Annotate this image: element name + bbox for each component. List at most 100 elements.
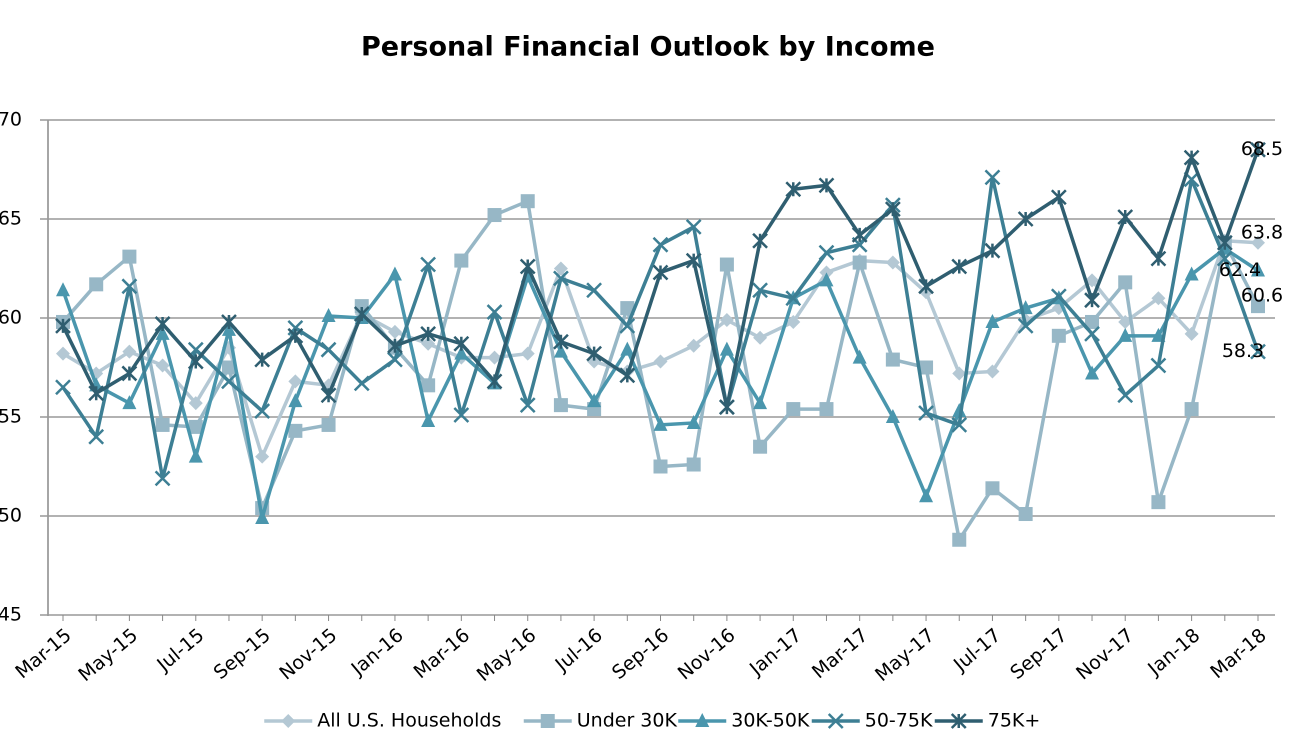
- marker: [221, 314, 237, 330]
- marker: [818, 244, 835, 261]
- marker: [121, 278, 138, 295]
- marker: [586, 345, 602, 362]
- marker: [919, 360, 934, 375]
- marker: [1018, 507, 1033, 522]
- marker: [55, 379, 71, 396]
- chart-title: Personal Financial Outlook by Income: [361, 32, 935, 63]
- data-label: 63.8: [1241, 221, 1283, 243]
- marker: [287, 327, 304, 344]
- marker: [421, 336, 436, 351]
- marker-stroke: [121, 365, 138, 382]
- marker: [1117, 387, 1134, 404]
- marker-stroke: [88, 428, 105, 445]
- marker: [885, 409, 900, 423]
- marker: [985, 313, 1000, 328]
- marker: [851, 226, 868, 243]
- marker: [752, 282, 768, 299]
- marker: [1118, 275, 1133, 290]
- marker-stroke: [420, 256, 437, 273]
- marker: [188, 419, 203, 434]
- marker: [984, 242, 1001, 259]
- marker: [453, 335, 470, 352]
- marker: [1118, 314, 1133, 329]
- marker: [453, 407, 470, 423]
- marker: [122, 249, 137, 264]
- x-tick-label: May-15: [74, 624, 142, 686]
- marker: [619, 367, 636, 384]
- marker: [520, 194, 535, 209]
- marker: [719, 312, 734, 327]
- marker: [221, 373, 237, 390]
- marker-stroke: [486, 304, 503, 320]
- marker: [653, 459, 668, 474]
- marker: [620, 301, 635, 316]
- y-tick-label: 45: [0, 604, 22, 626]
- marker: [1150, 250, 1167, 267]
- marker: [486, 373, 503, 390]
- marker-stroke: [586, 345, 602, 362]
- marker: [719, 341, 734, 356]
- marker: [487, 350, 502, 365]
- marker: [122, 344, 137, 359]
- marker: [188, 396, 203, 411]
- marker-stroke: [1017, 318, 1034, 334]
- marker: [122, 395, 137, 410]
- marker: [553, 343, 568, 358]
- marker-stroke: [88, 385, 105, 402]
- marker: [321, 308, 336, 323]
- marker: [753, 330, 768, 345]
- x-tick-label: Nov-16: [674, 624, 740, 684]
- marker: [1150, 357, 1167, 374]
- marker-stroke: [553, 333, 569, 350]
- marker-stroke: [984, 242, 1001, 259]
- marker: [918, 405, 934, 421]
- marker: [1085, 314, 1100, 329]
- marker-stroke: [951, 258, 968, 275]
- marker: [685, 219, 702, 235]
- marker: [421, 412, 436, 427]
- marker: [719, 257, 734, 272]
- x-tick-label: Sep-15: [210, 624, 275, 684]
- marker: [520, 346, 535, 361]
- marker: [1050, 189, 1067, 206]
- marker-stroke: [1250, 141, 1266, 158]
- marker-stroke: [154, 470, 171, 487]
- marker: [950, 713, 967, 729]
- marker: [221, 360, 236, 375]
- marker: [320, 341, 337, 358]
- marker-stroke: [121, 278, 138, 295]
- marker: [827, 713, 844, 729]
- marker-stroke: [1017, 211, 1034, 227]
- marker: [719, 399, 735, 415]
- marker-stroke: [785, 290, 802, 307]
- marker-stroke: [187, 353, 204, 370]
- marker: [387, 351, 403, 368]
- marker-stroke: [221, 314, 237, 330]
- x-tick-label: Mar-16: [410, 624, 474, 683]
- marker-stroke: [519, 397, 536, 414]
- x-tick-label: Jan-16: [347, 624, 408, 680]
- marker: [420, 325, 437, 342]
- marker: [1184, 402, 1199, 417]
- marker: [154, 470, 171, 487]
- marker: [1151, 291, 1166, 306]
- marker-stroke: [918, 278, 934, 295]
- marker-stroke: [254, 351, 271, 368]
- marker-stroke: [1150, 250, 1167, 267]
- marker: [753, 395, 768, 410]
- marker-stroke: [586, 282, 602, 299]
- marker-stroke: [353, 306, 370, 322]
- x-tick-label: Mar-15: [11, 624, 75, 683]
- x-tick-label: Nov-15: [275, 624, 341, 684]
- data-label: 68.5: [1241, 138, 1283, 160]
- marker-stroke: [221, 373, 237, 390]
- x-tick-label: Sep-16: [608, 624, 673, 684]
- marker-stroke: [453, 407, 470, 423]
- marker: [254, 403, 271, 419]
- marker: [1250, 141, 1266, 158]
- marker: [785, 181, 802, 198]
- marker: [1184, 326, 1199, 341]
- marker: [1216, 234, 1233, 251]
- marker-stroke: [950, 713, 967, 729]
